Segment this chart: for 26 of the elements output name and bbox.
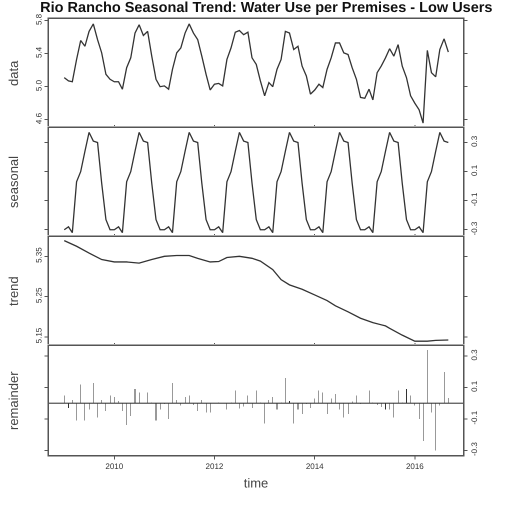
y-tick-label: 5.0 xyxy=(34,79,44,92)
y-tick-label: 4.6 xyxy=(34,112,44,124)
y2-tick-label: -0.1 xyxy=(470,192,480,206)
line-series xyxy=(64,240,449,342)
y-axis-title: remainder xyxy=(6,370,21,430)
y-tick-label: 5.25 xyxy=(34,287,44,304)
y-tick-label: 5.15 xyxy=(34,327,44,344)
x-tick-label: 2010 xyxy=(105,462,124,472)
y-tick-label: 5.4 xyxy=(34,46,44,58)
y2-tick-label: 0.3 xyxy=(470,135,480,147)
line-series xyxy=(64,23,449,124)
y-axis-title: data xyxy=(6,60,21,86)
y2-tick-label: 0.3 xyxy=(470,348,480,361)
y-axis-title: seasonal xyxy=(6,156,21,208)
x-tick-label: 2012 xyxy=(206,462,224,472)
line-series xyxy=(64,132,449,234)
y2-tick-label: 0.1 xyxy=(470,164,480,176)
x-axis-title: time xyxy=(244,475,268,490)
y2-tick-label: -0.3 xyxy=(470,442,480,456)
x-tick-label: 2016 xyxy=(406,462,424,472)
y2-tick-label: 0.1 xyxy=(470,380,480,392)
y-axis-title: trend xyxy=(6,276,21,306)
y2-tick-label: -0.3 xyxy=(470,221,480,236)
y-tick-label: 5.35 xyxy=(34,246,44,263)
y2-tick-label: -0.1 xyxy=(470,410,480,425)
x-tick-label: 2014 xyxy=(306,462,324,472)
